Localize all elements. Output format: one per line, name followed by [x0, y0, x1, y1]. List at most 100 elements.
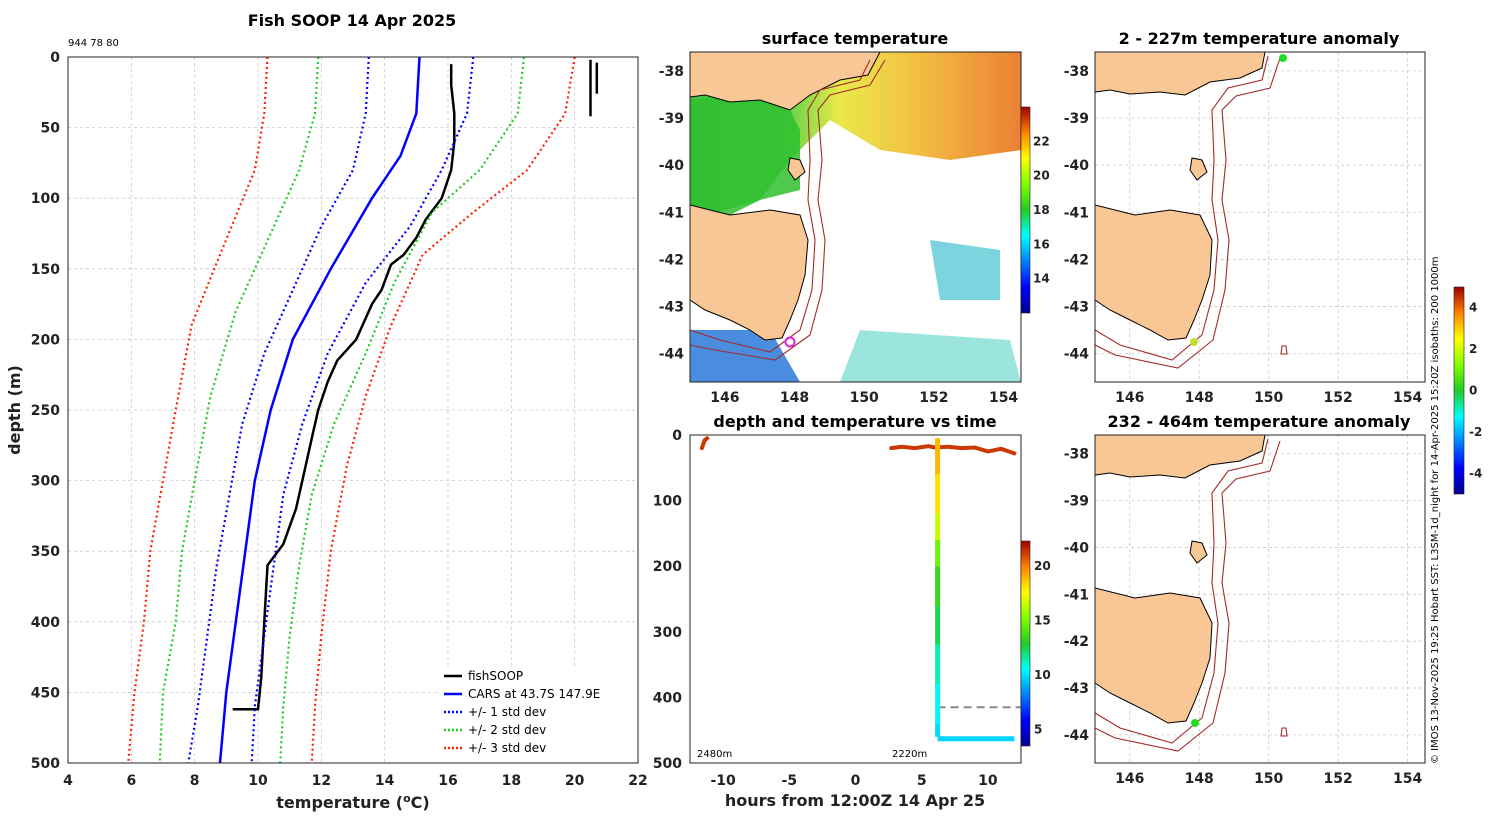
map-ytick-label: -38: [659, 64, 684, 80]
timeseries-surface-segment: [889, 444, 1017, 456]
profile-xtick-label: 4: [63, 773, 73, 789]
colorbar-tick-label: 20: [1033, 169, 1050, 183]
colorbar-tick-label: 2: [1469, 342, 1477, 356]
colorbar-tick-label: 10: [1034, 668, 1051, 682]
profile-ytick-label: 450: [31, 685, 60, 701]
timeseries-surface-segment: [699, 436, 710, 451]
credit-text: © IMOS 13-Nov-2025 19:25 Hobart SST: L3S…: [1430, 256, 1441, 764]
timeseries-xtick-label: 0: [851, 773, 861, 789]
legend-label: +/- 3 std dev: [468, 741, 546, 755]
map-ytick-label: -40: [659, 158, 685, 174]
map-ytick-label: -42: [659, 252, 684, 268]
sst-isobath-200: [690, 59, 871, 353]
profile-xtick-label: 22: [628, 773, 647, 789]
profile-xtick-label: 6: [126, 773, 136, 789]
anom1-seamount: [1280, 345, 1288, 355]
anom1-mainland: [1094, 51, 1266, 96]
colorbar-tick-label: -2: [1469, 425, 1482, 439]
sst-mainland: [690, 52, 881, 111]
profile-xlabel: temperature (oC): [276, 792, 429, 812]
map-ytick-label: -43: [1064, 300, 1089, 316]
profile-series--2-std-dev: [279, 56, 526, 764]
legend-label: +/- 1 std dev: [468, 705, 546, 719]
timeseries-annot-right: 2220m: [892, 749, 927, 760]
anomaly-map-bottom-panel: 232 - 464m temperature anomaly 146 148 150…: [1064, 412, 1426, 787]
profile-panel: Fish SOOP 14 Apr 2025 944 78 80 4 6 8 10 12 1…: [5, 11, 648, 812]
map-ytick-label: -44: [659, 347, 685, 363]
map-xtick-label: 154: [989, 390, 1018, 406]
colorbar-tick-label: 22: [1033, 134, 1050, 148]
anom1-marker-cast: [1190, 338, 1198, 346]
anomaly-colorbar-ticks: 4 2 0 -2 -4: [1469, 301, 1482, 481]
anom2-isobath-200: [1094, 438, 1269, 744]
anom1-title: 2 - 227m temperature anomaly: [1119, 29, 1400, 48]
sst-cast-location-marker: [784, 336, 796, 348]
anom2-title: 232 - 464m temperature anomaly: [1108, 412, 1411, 431]
map-xtick-label: 146: [1115, 390, 1144, 406]
map-xtick-label: 152: [919, 390, 948, 406]
map-ytick-label: -41: [659, 205, 684, 221]
map-ytick-label: -38: [1064, 64, 1089, 80]
sst-map-title: surface temperature: [762, 29, 949, 48]
sst-colorbar: [1020, 106, 1031, 314]
profile-xtick-label: 18: [502, 773, 521, 789]
anom2-marker-cast: [1191, 719, 1199, 727]
map-ytick-label: -44: [1064, 728, 1090, 744]
sst-colorbar-ticks: 22 20 18 16 14: [1033, 134, 1050, 285]
anom1-ticks: 146 148 150 152 154 -38 -39 -40 -41 -42 -43 -44: [1064, 64, 1423, 406]
anom2-flinders-island: [1189, 540, 1208, 564]
map-ytick-label: -43: [659, 300, 684, 316]
profile-series--2-std-dev: [158, 56, 320, 764]
sst-map-ticks: 146 148 150 152 154 -38 -39 -40 -41 -42 -43 -44: [659, 64, 1019, 406]
anom2-seamount: [1280, 727, 1288, 737]
profile-grid: [67, 56, 639, 764]
timeseries-xtick-label: -5: [782, 773, 798, 789]
legend-label: +/- 2 std dev: [468, 723, 546, 737]
legend-label: fishSOOP: [468, 669, 523, 683]
profile-series--1-std-dev: [187, 56, 370, 764]
timeseries-ytick-label: 400: [653, 690, 682, 706]
sst-field-se: [930, 240, 1000, 300]
anom2-tasmania: [1094, 587, 1213, 724]
map-xtick-label: 154: [1393, 771, 1422, 787]
profile-series-cars-at-43-7s-147-9e: [218, 56, 421, 764]
anom1-frame: [1094, 51, 1426, 383]
map-ytick-label: -42: [1064, 634, 1089, 650]
timeseries-ytick-label: 100: [653, 494, 682, 510]
colorbar-tick-label: 15: [1034, 614, 1051, 628]
profile-ylabel: depth (m): [5, 365, 24, 455]
colorbar-tick-label: 4: [1469, 301, 1477, 315]
timeseries-frame: [689, 434, 1022, 764]
profile-ytick-label: 350: [31, 544, 60, 560]
map-xtick-label: 150: [1254, 390, 1283, 406]
map-ytick-label: -39: [1064, 111, 1089, 127]
timeseries-xtick-label: 5: [917, 773, 927, 789]
map-xtick-label: 152: [1324, 771, 1353, 787]
anom1-isobath-1000: [1094, 57, 1281, 369]
profile-ytick-label: 400: [31, 615, 60, 631]
anom2-isobath-1000: [1094, 440, 1281, 752]
map-ytick-label: -40: [1064, 158, 1090, 174]
timeseries-xlabel: hours from 12:00Z 14 Apr 25: [725, 791, 985, 810]
sst-field-south: [690, 330, 800, 382]
anomaly-map-top-panel: 2 - 227m temperature anomaly 146 148 150 15…: [1064, 29, 1426, 406]
map-xtick-label: 146: [1115, 771, 1144, 787]
profile-legend: fishSOOP CARS at 43.7S 147.9E +/- 1 std de…: [437, 667, 637, 762]
map-ytick-label: -42: [1064, 252, 1089, 268]
profile-series: [127, 56, 599, 764]
map-xtick-label: 148: [1185, 390, 1214, 406]
map-xtick-label: 150: [850, 390, 879, 406]
sst-field-south-east: [840, 330, 1021, 382]
colorbar-tick-label: 16: [1033, 237, 1050, 251]
profile-series-fishsoop: [232, 64, 456, 711]
colorbar-tick-label: 0: [1469, 384, 1477, 398]
colorbar-tick-label: 5: [1034, 723, 1042, 737]
map-ytick-label: -38: [1064, 447, 1089, 463]
map-xtick-label: 150: [1254, 771, 1283, 787]
timeseries-ytick-label: 200: [653, 559, 682, 575]
map-xtick-label: 152: [1324, 390, 1353, 406]
profile-xtick-label: 12: [312, 773, 331, 789]
sst-tasmania: [690, 204, 809, 341]
map-ytick-label: -41: [1064, 587, 1089, 603]
profile-ytick-label: 100: [31, 191, 60, 207]
